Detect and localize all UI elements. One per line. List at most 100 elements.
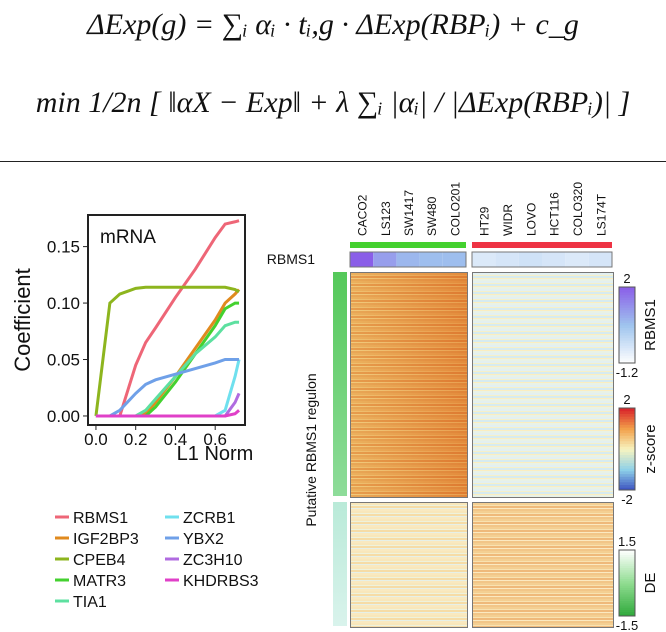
colorbar-step — [619, 427, 635, 431]
colorbar-step — [619, 574, 635, 577]
colorbar-step — [619, 289, 635, 293]
row-label: RBMS1 — [267, 251, 315, 267]
colorbar-step — [619, 589, 635, 593]
colorbar-tick-label: 2 — [623, 271, 630, 286]
colorbar-step — [619, 587, 635, 591]
colorbar-tick-label: -1.2 — [616, 365, 638, 380]
colorbar-step — [619, 350, 635, 354]
colorbar-step — [619, 342, 635, 346]
colorbar-step — [619, 309, 635, 313]
chart-annotation: mRNA — [100, 227, 156, 248]
colorbar-step — [619, 583, 635, 586]
legend-label: MATR3 — [73, 573, 126, 590]
column-label: LOVO — [524, 203, 538, 236]
x-tick-label: 0.2 — [124, 430, 148, 449]
series-line — [95, 409, 241, 418]
colorbar-step — [619, 307, 635, 311]
colorbar-step — [619, 462, 635, 466]
colorbar-step — [619, 322, 635, 326]
heatmap-block — [350, 272, 468, 498]
colorbar-step — [619, 605, 635, 608]
group-bar — [350, 242, 466, 248]
legend-label: ZCRB1 — [183, 510, 236, 527]
colorbar-step — [619, 565, 635, 569]
legend-label: YBX2 — [183, 531, 224, 548]
colorbar-step — [619, 408, 635, 412]
colorbar-step — [619, 302, 635, 306]
colorbar-step — [619, 558, 635, 562]
colorbar-step — [619, 481, 635, 486]
colorbar-step — [619, 580, 635, 584]
heatmap-cell — [472, 252, 496, 267]
colorbar-step — [619, 352, 635, 356]
colorbar-step — [619, 600, 635, 604]
colorbar-step — [619, 304, 635, 308]
column-label: COLO201 — [448, 182, 462, 236]
colorbar-label: DE — [642, 573, 659, 594]
colorbar-step — [619, 609, 635, 613]
colorbar-step — [619, 578, 635, 582]
x-axis-label: L1 Norm — [177, 443, 254, 465]
colorbar-step — [619, 596, 635, 599]
colorbar-step — [619, 585, 635, 588]
colorbar-step — [619, 611, 635, 615]
colorbar-step — [619, 572, 635, 575]
colorbar-step — [619, 317, 635, 321]
heatmap-cell — [396, 252, 420, 267]
colorbar-step — [619, 468, 635, 472]
colorbar-step — [619, 598, 635, 602]
colorbar-tick-label: 1.5 — [618, 534, 636, 549]
colorbar-step — [619, 561, 635, 564]
y-tick-label: 0.00 — [47, 407, 80, 426]
heatmap-cell — [518, 252, 542, 267]
y-axis-label: Coefficient — [10, 268, 35, 372]
colorbar-step — [619, 576, 635, 580]
colorbar-step — [619, 550, 635, 553]
colorbar-step — [619, 337, 635, 341]
colorbar-tick-label: 2 — [623, 392, 630, 407]
row-frame — [471, 251, 613, 268]
column-label: COLO320 — [571, 182, 585, 236]
colorbar-step — [619, 465, 635, 469]
colorbar-step — [619, 454, 635, 458]
colorbar-step — [619, 457, 635, 461]
legend-label: ZC3H10 — [183, 552, 243, 569]
heatmap-cell — [419, 252, 443, 267]
column-label: WIDR — [501, 204, 515, 236]
colorbar-step — [619, 410, 635, 414]
colorbar-step — [619, 440, 635, 445]
series-line — [95, 358, 240, 418]
colorbar-step — [619, 470, 635, 475]
plot-frame — [87, 214, 246, 426]
de-strip — [333, 502, 347, 626]
colorbar-step — [619, 327, 635, 331]
colorbar-step — [619, 347, 635, 351]
heatmap-block — [472, 502, 614, 628]
equation: ΔExp(g) = ∑ᵢ αᵢ · tᵢ,g · ΔExp(RBPᵢ) + c_… — [87, 8, 579, 41]
legend-label: RBMS1 — [73, 510, 128, 527]
colorbar-step — [619, 435, 635, 439]
colorbar-step — [619, 484, 635, 488]
colorbar-step — [619, 476, 635, 480]
colorbar-step — [619, 345, 635, 349]
column-label: SW1417 — [402, 190, 416, 236]
heatmap-block — [472, 272, 614, 498]
colorbar-step — [619, 335, 635, 339]
colorbar-step — [619, 563, 635, 566]
divider — [0, 161, 666, 162]
colorbar-step — [619, 438, 635, 442]
heatmap-cell — [442, 252, 466, 267]
heatmap-block — [350, 502, 468, 628]
heatmap-cell — [373, 252, 397, 267]
colorbar-frame — [618, 549, 636, 617]
colorbar-step — [619, 421, 635, 425]
y-axis-label: Putative RBMS1 regulon — [303, 373, 319, 526]
y-tick-label: 0.15 — [47, 238, 80, 257]
column-label: HT29 — [478, 206, 492, 236]
heatmap-cell — [350, 252, 374, 267]
colorbar-tick-label: -2 — [621, 492, 633, 507]
colorbar-step — [619, 360, 635, 364]
colorbar-step — [619, 413, 635, 417]
column-label: CACO2 — [356, 194, 370, 236]
